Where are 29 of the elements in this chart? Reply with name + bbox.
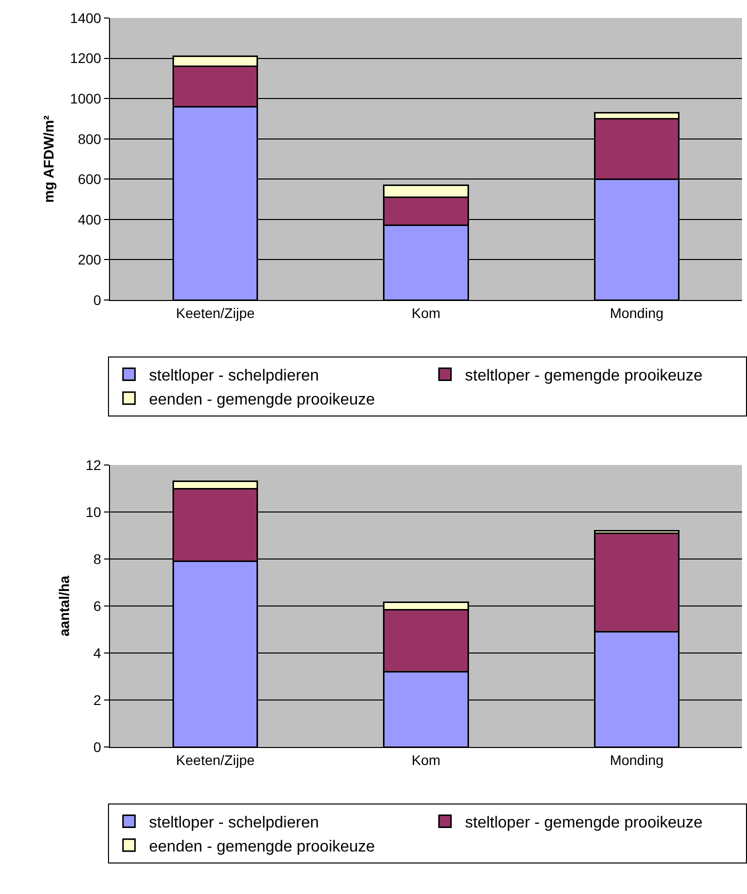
x-tick-label: Keeten/Zijpe bbox=[176, 752, 255, 768]
legend-label: eenden - gemengde prooikeuze bbox=[149, 391, 376, 408]
y-tick-label: 400 bbox=[78, 211, 102, 228]
y-tick-label: 800 bbox=[78, 130, 102, 147]
y-tick-label: 0 bbox=[93, 292, 102, 308]
legend-label: steltloper - gemengde prooikeuze bbox=[465, 368, 703, 385]
y-tick-label: 600 bbox=[78, 171, 102, 188]
y-tick-label: 200 bbox=[78, 252, 102, 268]
y-tick-label: 6 bbox=[93, 598, 102, 614]
x-tick-label: Monding bbox=[610, 752, 664, 768]
x-tick-label: Keeten/Zijpe bbox=[176, 304, 255, 321]
y-tick-label: 1000 bbox=[70, 90, 102, 106]
y-tick-label: 0 bbox=[93, 738, 102, 755]
legend-label: steltloper - gemengde prooikeuze bbox=[465, 814, 703, 832]
y-tick-label: 4 bbox=[93, 644, 102, 661]
y-axis-title: aantal/ha bbox=[56, 575, 72, 636]
x-tick-label: Kom bbox=[412, 752, 440, 768]
y-axis-title: mg AFDW/m² bbox=[40, 114, 57, 203]
y-tick-label: 1400 bbox=[70, 10, 102, 26]
legend-label: steltloper - schelpdieren bbox=[149, 368, 319, 385]
y-tick-label: 1200 bbox=[70, 50, 102, 66]
legend-label: steltloper - schelpdieren bbox=[149, 814, 319, 832]
y-tick-label: 12 bbox=[86, 456, 102, 473]
y-tick-label: 10 bbox=[86, 504, 102, 520]
y-tick-label: 2 bbox=[93, 692, 102, 708]
y-tick-label: 8 bbox=[93, 550, 102, 567]
x-tick-label: Kom bbox=[412, 304, 440, 321]
legend-label: eenden - gemengde prooikeuze bbox=[149, 838, 376, 856]
x-tick-label: Monding bbox=[610, 304, 664, 321]
